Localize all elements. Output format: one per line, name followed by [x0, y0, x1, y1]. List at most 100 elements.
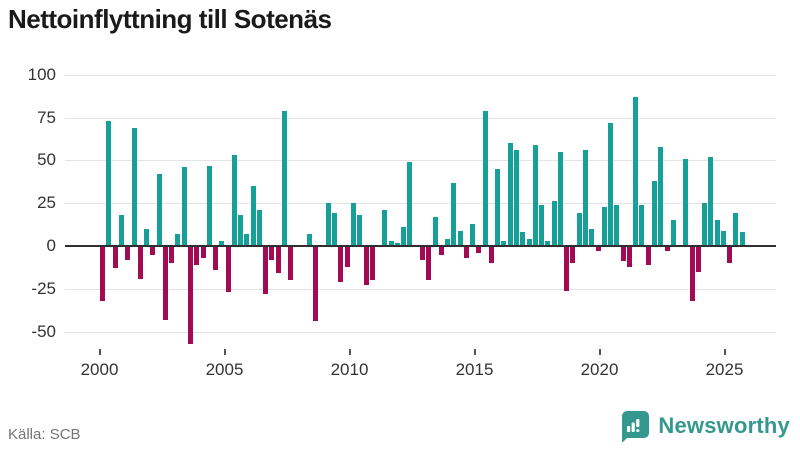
bar-2014-Q3 [463, 246, 469, 258]
plot-area: 100 75 50 25 0 -25 -50 2000 2005 2010 2015 2020 2025 [28, 65, 776, 379]
bar-2019-Q4 [595, 246, 601, 252]
bar-2009-Q3 [338, 246, 344, 282]
gridline-100 [65, 74, 776, 76]
bar-2006-Q2 [256, 210, 262, 246]
bar-2009-Q4 [344, 246, 350, 267]
x-axis-label-2000: 2000 [80, 360, 119, 379]
bar-2022-Q4 [670, 220, 676, 246]
bar-2010-Q1 [351, 203, 356, 246]
bar-2021-Q2 [633, 97, 639, 246]
bar-2009-Q1 [325, 203, 331, 246]
bar-2005-Q4 [244, 234, 250, 246]
bar-2022-Q2 [658, 146, 664, 246]
bar-2025-Q2 [733, 213, 739, 246]
bar-2015-Q3 [488, 246, 494, 264]
bar-2002-Q1 [150, 246, 156, 255]
bar-2000-Q2 [106, 121, 112, 246]
x-axis-tick-2025 [723, 349, 726, 355]
gridline-50 [65, 160, 776, 162]
bar-2024-Q2 [708, 156, 714, 246]
bar-2017-Q2 [532, 144, 538, 246]
gridline-25 [65, 203, 776, 205]
brand-logo: Newsworthy [618, 410, 790, 442]
bar-2002-Q2 [156, 174, 162, 246]
bar-2005-Q3 [238, 215, 244, 246]
bar-2013-Q1 [426, 246, 432, 281]
bar-2014-Q1 [451, 182, 457, 246]
bar-2018-Q3 [564, 246, 570, 291]
bar-2019-Q2 [582, 150, 588, 246]
x-axis-label-2025: 2025 [705, 360, 744, 379]
bar-2021-Q1 [626, 246, 632, 267]
bar-2021-Q3 [639, 204, 645, 246]
bar-2013-Q4 [445, 239, 451, 246]
y-axis-label--25: -25 [31, 278, 56, 298]
x-axis-label-2005: 2005 [205, 360, 244, 379]
bar-2017-Q4 [545, 240, 551, 246]
x-axis-tick-2015 [473, 349, 476, 355]
bar-2022-Q3 [664, 246, 670, 252]
y-axis-label-50: 50 [37, 150, 56, 170]
bar-2007-Q3 [288, 246, 294, 281]
bar-2003-Q1 [175, 234, 181, 246]
bar-2004-Q4 [219, 240, 225, 246]
zero-baseline [65, 245, 776, 247]
bar-2016-Q2 [507, 143, 513, 246]
bar-2001-Q1 [125, 246, 131, 260]
y-axis-label-0: 0 [46, 236, 56, 255]
bar-2003-Q2 [181, 167, 187, 246]
bar-2016-Q1 [501, 240, 507, 246]
bar-2018-Q4 [570, 246, 576, 264]
bar-2010-Q3 [363, 246, 369, 286]
chart-title: Nettoinflyttning till Sotenäs [8, 4, 332, 34]
bar-2020-Q1 [601, 206, 607, 246]
y-axis-label--50: -50 [31, 321, 56, 341]
bar-2011-Q2 [382, 210, 388, 246]
y-axis-label-25: 25 [37, 193, 56, 213]
bar-2006-Q3 [263, 246, 269, 294]
x-axis-tick-2005 [223, 349, 226, 355]
bar-2002-Q4 [169, 246, 175, 264]
bar-2007-Q2 [282, 110, 288, 246]
bar-2024-Q3 [714, 220, 720, 246]
bar-2013-Q2 [432, 216, 438, 246]
bar-2008-Q3 [313, 246, 319, 322]
bar-2018-Q1 [551, 201, 557, 246]
x-axis-tick-2020 [598, 349, 601, 355]
x-axis-tick-2010 [348, 349, 351, 355]
gridline--25 [65, 288, 776, 290]
bar-2022-Q1 [651, 180, 657, 246]
bar-2014-Q4 [470, 223, 476, 246]
source-label: Källa: SCB [8, 426, 81, 443]
bar-2023-Q2 [683, 158, 689, 246]
bar-2016-Q4 [520, 232, 526, 246]
bar-2015-Q4 [495, 168, 501, 246]
bar-2012-Q2 [407, 162, 413, 246]
bar-2005-Q1 [225, 246, 231, 293]
bar-2012-Q1 [401, 227, 407, 246]
gridline--50 [65, 331, 776, 333]
bar-2000-Q1 [100, 246, 106, 301]
bar-2011-Q4 [394, 242, 400, 246]
bar-2020-Q2 [608, 122, 614, 246]
bar-2009-Q2 [332, 213, 338, 246]
bar-2018-Q2 [557, 151, 563, 246]
bar-2003-Q3 [187, 246, 193, 344]
x-axis-label-2015: 2015 [455, 360, 494, 379]
gridline-75 [65, 117, 776, 119]
bar-2023-Q3 [689, 246, 695, 301]
bar-2004-Q3 [213, 246, 219, 270]
bar-2004-Q2 [206, 165, 212, 246]
bar-2021-Q4 [645, 246, 651, 265]
bar-2013-Q3 [438, 246, 444, 255]
bar-2003-Q4 [194, 246, 200, 265]
bar-2010-Q2 [357, 215, 363, 246]
bar-2008-Q2 [307, 234, 313, 246]
bar-2011-Q3 [388, 240, 394, 246]
bar-2016-Q3 [514, 150, 520, 246]
bar-2006-Q4 [269, 246, 275, 260]
bar-2017-Q3 [539, 204, 545, 246]
bar-2007-Q1 [275, 246, 281, 274]
bar-2006-Q1 [250, 186, 256, 246]
